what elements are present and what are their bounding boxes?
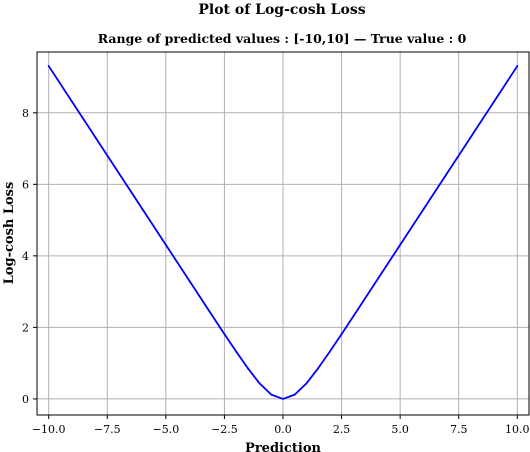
data-point bbox=[118, 172, 120, 175]
data-point bbox=[188, 279, 191, 282]
data-point bbox=[47, 65, 50, 67]
chart-title: Plot of Log-cosh Loss bbox=[198, 2, 365, 18]
data-point bbox=[317, 367, 320, 370]
x-tick-label: 7.5 bbox=[450, 423, 468, 436]
y-tick-label: 6 bbox=[22, 178, 29, 191]
data-point bbox=[305, 382, 308, 385]
data-point bbox=[469, 136, 472, 139]
x-tick-label: 2.5 bbox=[333, 423, 351, 436]
y-axis-label: Log-cosh Loss bbox=[2, 182, 17, 285]
data-point bbox=[293, 393, 296, 396]
data-point bbox=[446, 172, 448, 175]
data-point bbox=[211, 315, 214, 318]
y-tick-label: 8 bbox=[22, 107, 29, 120]
data-point bbox=[516, 65, 519, 67]
data-point bbox=[422, 208, 425, 211]
x-tick-label: 5.0 bbox=[391, 423, 409, 436]
y-tick-label: 0 bbox=[22, 393, 29, 406]
data-point bbox=[340, 333, 343, 335]
grid-layer bbox=[37, 52, 529, 415]
x-tick-label: −7.5 bbox=[94, 423, 121, 436]
tick-layer: −10.0 −7.5 −5.0 −2.5 0.0 2.5 5.0 7.5 10.0 0 2 4 6 8 bbox=[22, 107, 530, 436]
data-point bbox=[141, 208, 144, 211]
data-point bbox=[164, 243, 167, 246]
x-tick-label: 10.0 bbox=[505, 423, 530, 436]
data-point bbox=[258, 382, 261, 385]
chart-subtitle: Range of predicted values : [-10,10] — T… bbox=[98, 31, 467, 46]
data-point bbox=[399, 243, 402, 246]
data-point bbox=[71, 100, 74, 103]
data-point bbox=[352, 315, 355, 318]
data-point bbox=[375, 279, 378, 282]
x-tick-label: −10.0 bbox=[32, 423, 66, 436]
data-point bbox=[94, 136, 97, 139]
y-tick-label: 4 bbox=[22, 250, 29, 263]
x-tick-label: 0.0 bbox=[274, 423, 292, 436]
data-point bbox=[223, 333, 226, 335]
data-point bbox=[492, 100, 495, 103]
x-tick-label: −5.0 bbox=[152, 423, 179, 436]
x-tick-label: −2.5 bbox=[211, 423, 238, 436]
data-point bbox=[235, 350, 238, 353]
data-point bbox=[282, 398, 284, 400]
y-tick-label: 2 bbox=[22, 321, 29, 334]
data-point bbox=[328, 350, 331, 353]
series-layer bbox=[47, 65, 519, 400]
data-point bbox=[246, 367, 249, 370]
data-point bbox=[270, 393, 273, 396]
x-axis-label: Prediction bbox=[245, 441, 321, 452]
